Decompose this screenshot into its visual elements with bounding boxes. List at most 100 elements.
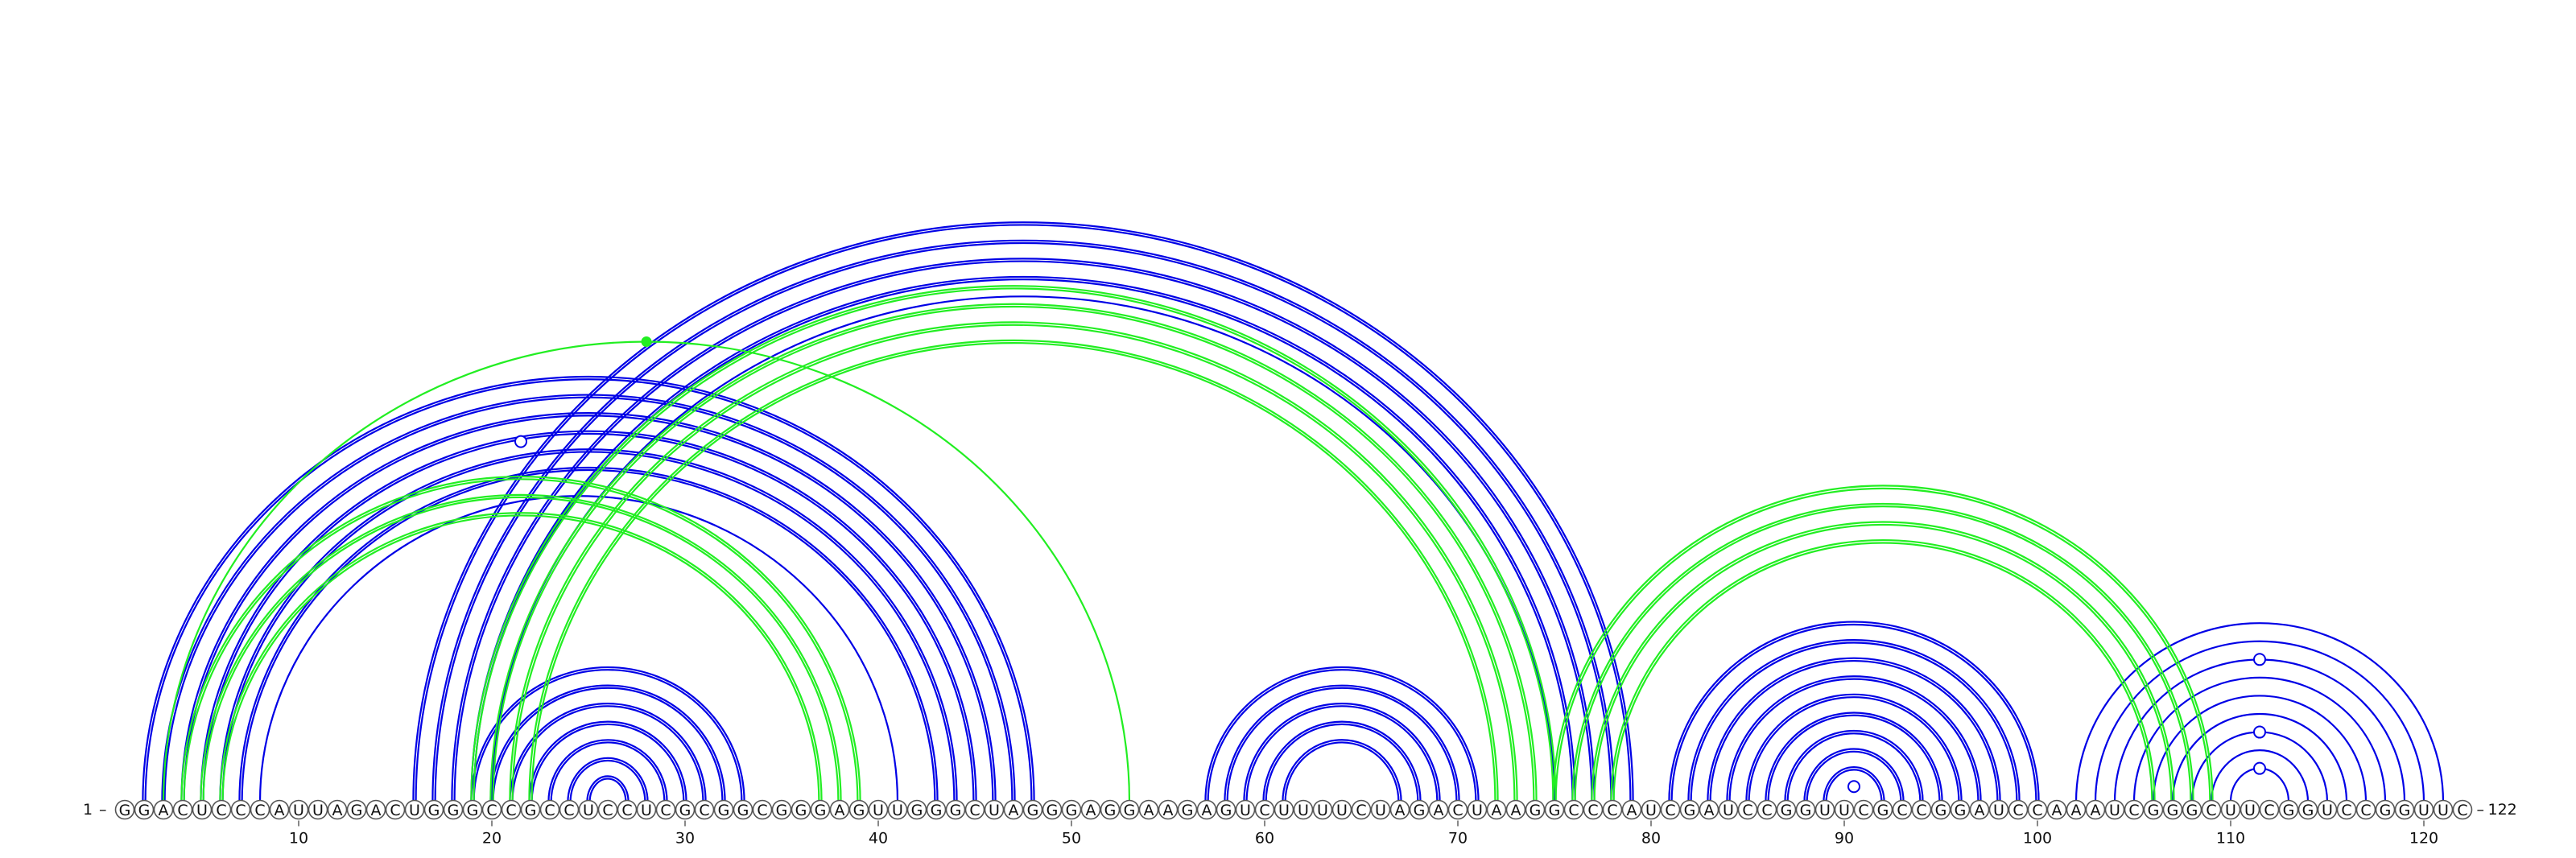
pair-marker-open-dot-2-41: [514, 435, 527, 448]
nucleotide-circle-76: [1563, 799, 1584, 820]
nucleotide-letter-86: C: [1761, 802, 1772, 819]
nucleotide-letter-35: G: [776, 802, 788, 819]
tick-label-10: 10: [289, 830, 308, 848]
nucleotide-circle-42: [906, 799, 927, 820]
base-pair-arc-structure-a-2-48-strand-2: [144, 378, 1033, 802]
base-pair-arc-structure-a-24-28-strand-1: [567, 757, 649, 802]
nucleotide-64: U: [1331, 799, 1352, 820]
nucleotide-letter-114: G: [2302, 802, 2314, 819]
nucleotide-circle-25: [578, 799, 599, 820]
nucleotide-30: G: [675, 799, 696, 820]
base-pair-arc-structure-a-83-98-strand-2: [1709, 659, 1999, 802]
nucleotide-letter-84: U: [1723, 802, 1734, 819]
nucleotide-circle-70: [1447, 799, 1468, 820]
base-pair-arc-structure-a-81-100-strand-1: [1668, 621, 2040, 802]
nucleotide-letter-92: G: [1877, 802, 1889, 819]
nucleotide-letter-63: U: [1317, 802, 1328, 819]
nucleotide-letter-91: C: [1858, 802, 1868, 819]
base-pair-arc-structure-b-75-109-strand-2: [1554, 487, 2211, 802]
nucleotide-63: U: [1312, 799, 1333, 820]
nucleotide-90: U: [1834, 799, 1855, 820]
nucleotide-circle-114: [2297, 799, 2318, 820]
base-pair-arc-structure-b-22-72-strand-1: [528, 339, 1499, 802]
base-pair-arc-structure-a-22-30-strand-1: [528, 720, 687, 802]
nucleotide-111: U: [2240, 799, 2260, 820]
nucleotide-42: G: [906, 799, 927, 820]
nucleotide-circle-36: [791, 799, 811, 820]
nucleotide-letter-24: C: [564, 802, 574, 819]
nucleotide-10: U: [288, 799, 309, 820]
nucleotide-circle-115: [2317, 799, 2338, 820]
nucleotide-letter-73: A: [1511, 802, 1521, 819]
nucleotide-107: G: [2162, 799, 2183, 820]
nucleotide-circle-122: [2452, 799, 2473, 820]
nucleotide-circle-110: [2220, 799, 2241, 820]
nucleotide-letter-26: C: [602, 802, 613, 819]
base-pair-arc-structure-a-84-97-strand-1: [1726, 675, 1982, 802]
nucleotide-circle-71: [1467, 799, 1488, 820]
nucleotide-circle-81: [1660, 799, 1681, 820]
nucleotide-109: C: [2201, 799, 2222, 820]
nucleotide-circle-101: [2046, 799, 2067, 820]
nucleotide-letter-56: G: [1182, 802, 1194, 819]
nucleotide-circle-118: [2375, 799, 2396, 820]
base-pair-arc-structure-a-3-47-strand-2: [163, 396, 1013, 802]
nucleotide-circle-65: [1351, 799, 1372, 820]
pair-marker-open-dot-104-119: [2253, 653, 2266, 666]
base-pair-arc-structure-a-16-79-strand-1: [412, 221, 1634, 802]
nucleotide-108: G: [2182, 799, 2202, 820]
nucleotide-23: C: [539, 799, 560, 820]
nucleotide-91: C: [1853, 799, 1874, 820]
nucleotide-circle-98: [1988, 799, 2009, 820]
nucleotide-76: C: [1563, 799, 1584, 820]
nucleotide-circle-23: [539, 799, 560, 820]
nucleotide-29: C: [655, 799, 676, 820]
nucleotide-circle-55: [1158, 799, 1179, 820]
nucleotide-67: A: [1389, 799, 1410, 820]
nucleotide-83: A: [1699, 799, 1719, 820]
nucleotide-20: C: [481, 799, 502, 820]
nucleotide-59: U: [1235, 799, 1256, 820]
nucleotide-letter-97: A: [1975, 802, 1985, 819]
nucleotide-70: C: [1447, 799, 1468, 820]
nucleotide-letter-49: G: [1046, 802, 1059, 819]
nucleotide-circle-33: [733, 799, 753, 820]
pair-marker-open-dot-108-115: [2253, 725, 2266, 739]
nucleotide-circle-51: [1080, 799, 1101, 820]
base-pair-arc-structure-a-85-96-strand-2: [1748, 695, 1960, 802]
nucleotide-letter-29: C: [660, 802, 671, 819]
nucleotide-letter-74: G: [1530, 802, 1542, 819]
nucleotide-letter-9: A: [275, 802, 285, 819]
nucleotide-39: G: [848, 799, 869, 820]
nucleotide-8: C: [250, 799, 270, 820]
base-pair-arc-structure-a-23-29-strand-2: [550, 741, 666, 802]
nucleotide-circle-19: [462, 799, 483, 820]
nucleotide-9: A: [269, 799, 290, 820]
nucleotide-circle-86: [1757, 799, 1777, 820]
nucleotide-circle-67: [1389, 799, 1410, 820]
nucleotide-circle-75: [1544, 799, 1565, 820]
nucleotide-circle-74: [1525, 799, 1546, 820]
nucleotide-letter-96: G: [1955, 802, 1967, 819]
nucleotide-circle-35: [771, 799, 792, 820]
base-pair-arc-structure-b-76-108-strand-1: [1571, 502, 2194, 802]
nucleotide-52: G: [1100, 799, 1121, 820]
base-pair-arc-structure-a-7-43-strand-2: [241, 469, 936, 802]
nucleotide-circle-30: [675, 799, 696, 820]
base-pair-arc-structure-a-20-75: [490, 295, 1556, 802]
nucleotide-54: A: [1138, 799, 1159, 820]
nucleotide-45: C: [964, 799, 985, 820]
base-pair-arc-structure-a-2-48-strand-1: [142, 376, 1035, 802]
nucleotide-letter-32: G: [718, 802, 730, 819]
nucleotide-letter-58: G: [1220, 802, 1232, 819]
nucleotide-24: C: [559, 799, 580, 820]
nucleotide-36: G: [791, 799, 811, 820]
nucleotide-81: C: [1660, 799, 1681, 820]
nucleotide-letter-48: G: [1027, 802, 1039, 819]
pair-markers: [514, 336, 2266, 794]
nucleotide-letter-39: G: [853, 802, 865, 819]
base-pair-arc-structure-a-5-45-strand-1: [200, 430, 977, 802]
base-pair-arc-structure-a-5-45-strand-2: [202, 432, 975, 802]
nucleotide-letter-41: U: [892, 802, 903, 819]
tick-label-90: 90: [1835, 830, 1854, 848]
